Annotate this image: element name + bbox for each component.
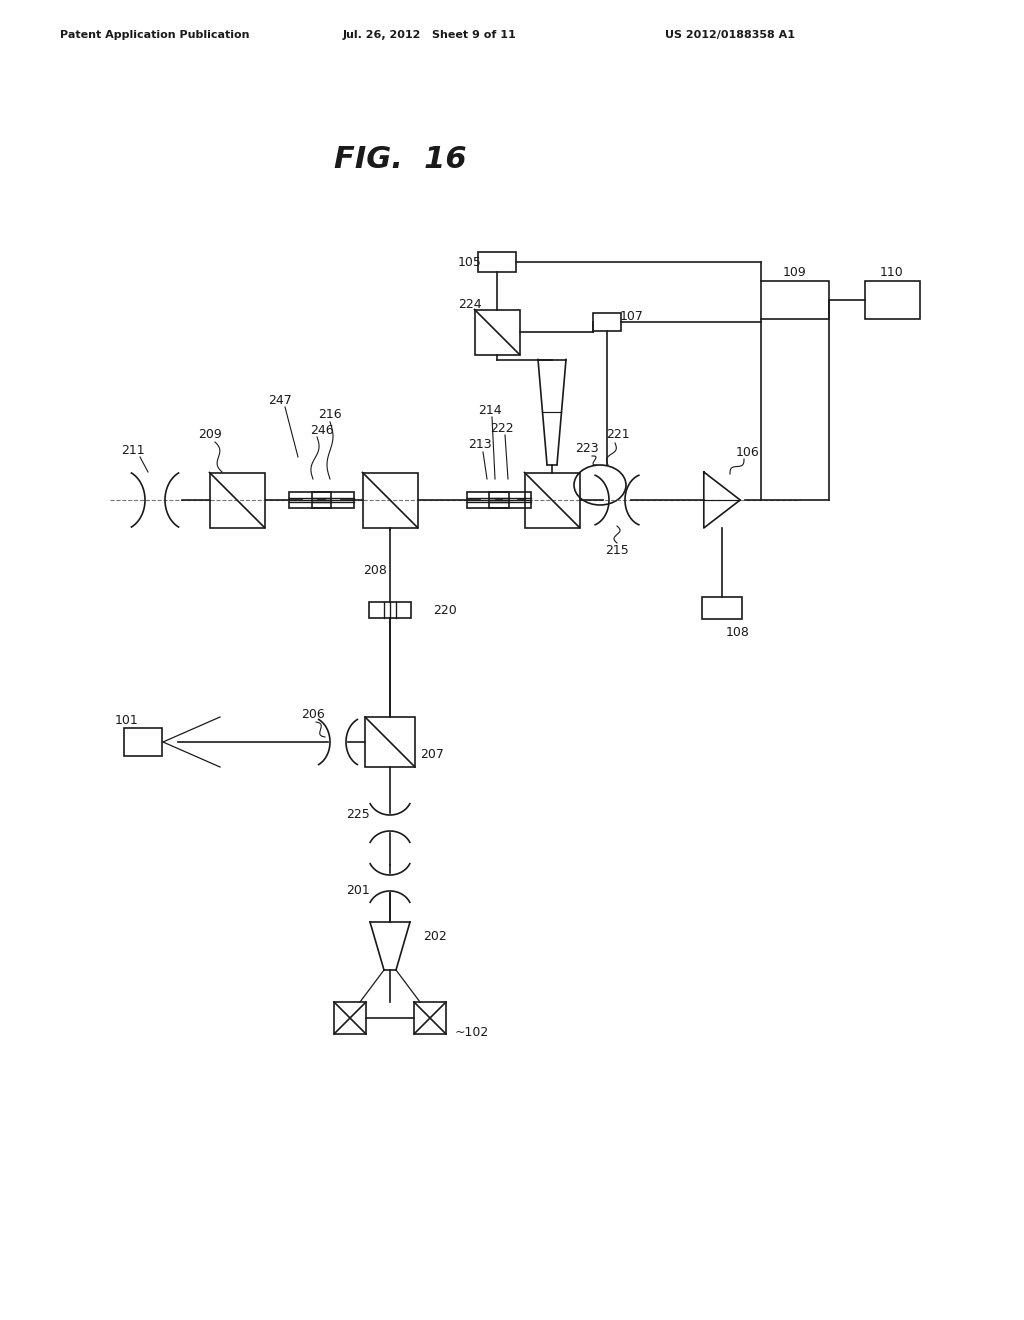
- Bar: [467, 492, 509, 508]
- Bar: [761, 281, 829, 319]
- Text: 215: 215: [605, 544, 629, 557]
- Text: Jul. 26, 2012   Sheet 9 of 11: Jul. 26, 2012 Sheet 9 of 11: [343, 30, 517, 40]
- Bar: [312, 492, 354, 508]
- Text: 216: 216: [318, 408, 342, 421]
- Text: 109: 109: [783, 265, 807, 279]
- Text: 214: 214: [478, 404, 502, 417]
- Text: 246: 246: [310, 424, 334, 437]
- Text: 209: 209: [198, 429, 222, 441]
- Bar: [289, 492, 331, 508]
- Text: 221: 221: [606, 429, 630, 441]
- Bar: [864, 281, 920, 319]
- Text: ~102: ~102: [455, 1027, 489, 1040]
- Text: 110: 110: [880, 265, 904, 279]
- Bar: [489, 492, 531, 508]
- Text: 108: 108: [726, 626, 750, 639]
- Text: 247: 247: [268, 393, 292, 407]
- Bar: [474, 309, 519, 355]
- Text: US 2012/0188358 A1: US 2012/0188358 A1: [665, 30, 795, 40]
- Bar: [702, 597, 742, 619]
- Bar: [210, 473, 264, 528]
- Text: 223: 223: [575, 441, 599, 454]
- Bar: [334, 1002, 366, 1034]
- Text: 213: 213: [468, 438, 492, 451]
- Text: 222: 222: [490, 421, 514, 434]
- Text: 101: 101: [115, 714, 139, 726]
- Text: 105: 105: [458, 256, 482, 268]
- Text: 201: 201: [346, 884, 370, 898]
- Text: 224: 224: [458, 298, 482, 312]
- Bar: [478, 252, 516, 272]
- Text: FIG.  16: FIG. 16: [334, 145, 466, 174]
- Text: 207: 207: [420, 747, 444, 760]
- Text: 211: 211: [121, 444, 144, 457]
- Text: 202: 202: [423, 931, 446, 944]
- Text: 107: 107: [621, 310, 644, 323]
- Text: 106: 106: [736, 446, 760, 458]
- Bar: [124, 729, 162, 756]
- Bar: [524, 473, 580, 528]
- Text: 208: 208: [364, 564, 387, 577]
- Bar: [365, 717, 415, 767]
- Text: Patent Application Publication: Patent Application Publication: [60, 30, 250, 40]
- Bar: [593, 313, 621, 331]
- Bar: [369, 602, 411, 618]
- Text: 220: 220: [433, 603, 457, 616]
- Text: 206: 206: [301, 708, 325, 721]
- Bar: [362, 473, 418, 528]
- Bar: [414, 1002, 446, 1034]
- Text: 225: 225: [346, 808, 370, 821]
